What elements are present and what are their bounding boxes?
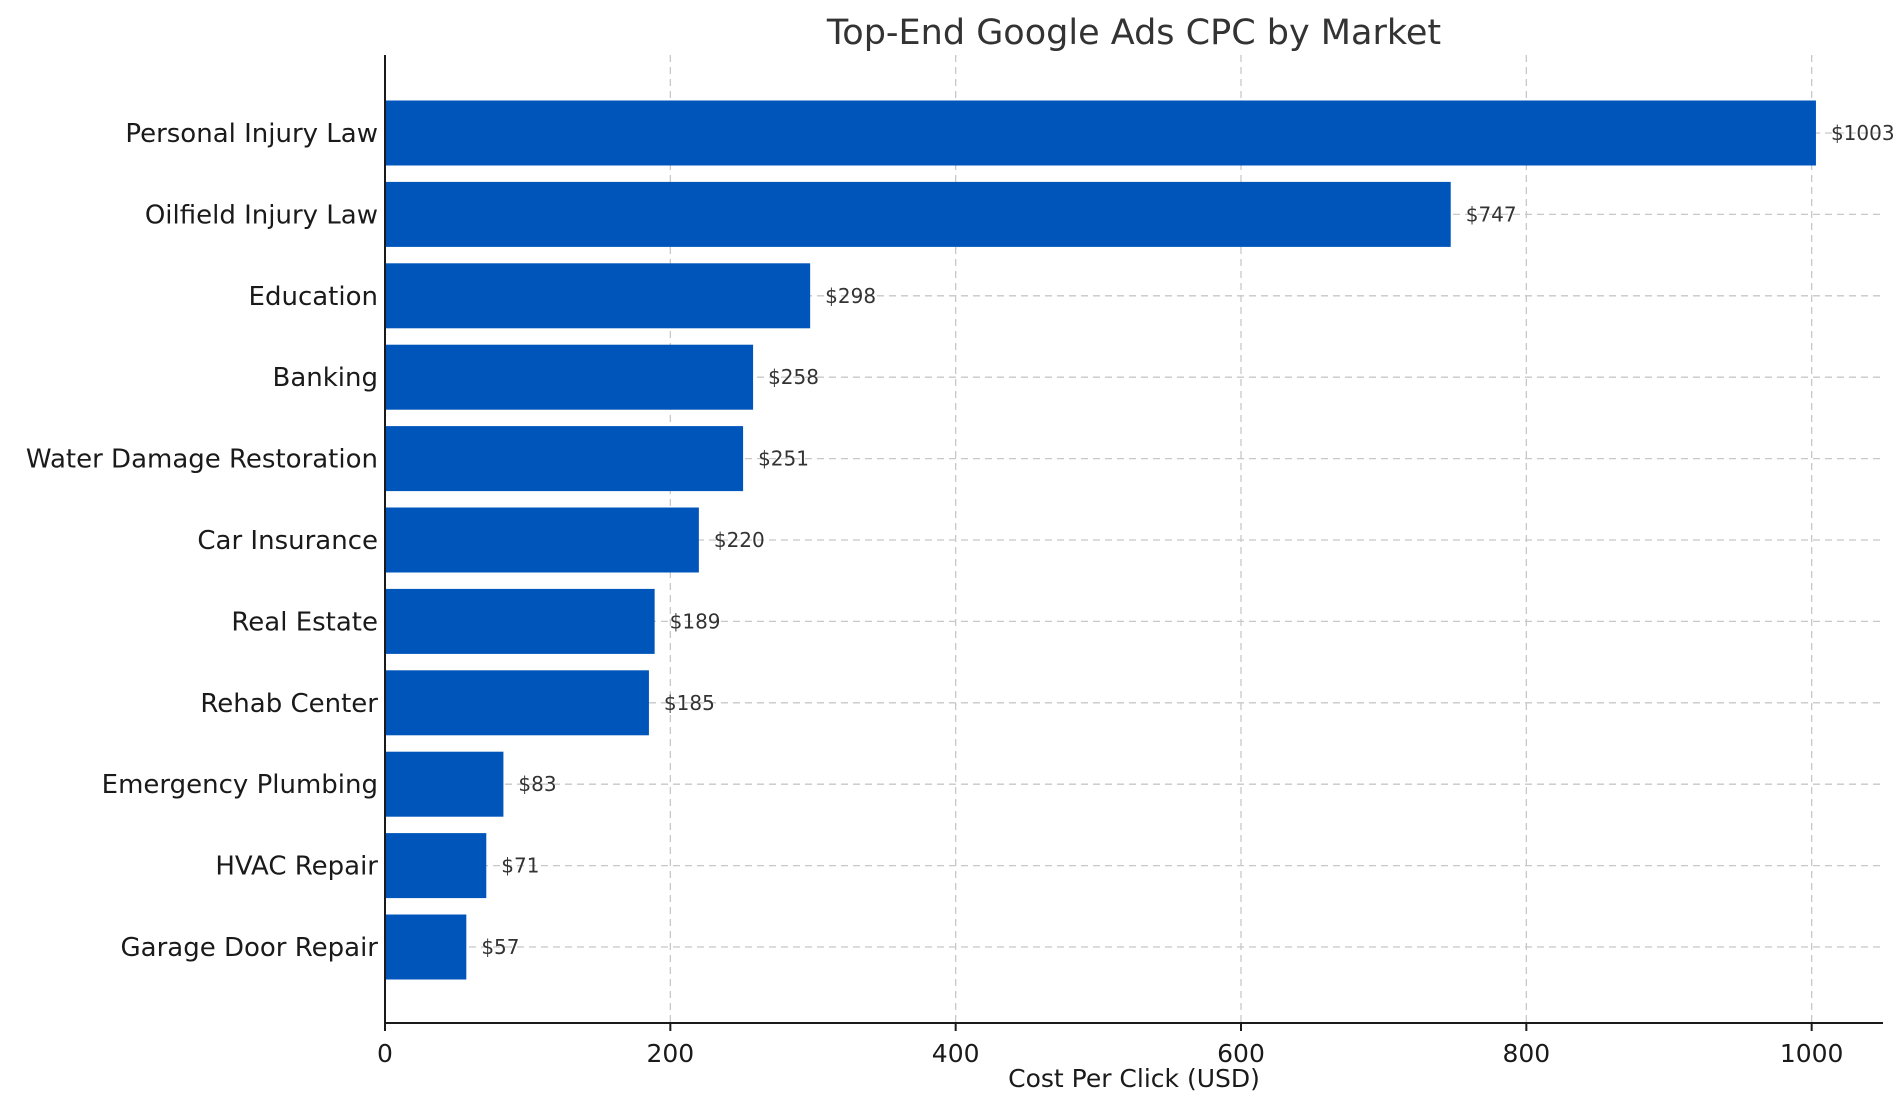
category-label: Emergency Plumbing [102, 770, 378, 800]
category-label: Real Estate [231, 607, 378, 637]
x-tick-label: 400 [932, 1039, 980, 1068]
chart-title: Top-End Google Ads CPC by Market [826, 13, 1441, 53]
category-label: HVAC Repair [215, 852, 378, 882]
data-label: $220 [714, 528, 765, 552]
data-label: $57 [481, 935, 519, 959]
data-label: $1003 [1831, 121, 1895, 145]
category-label: Oilfield Injury Law [145, 200, 378, 230]
category-label: Personal Injury Law [125, 119, 378, 149]
bars [385, 100, 1816, 980]
bar [385, 507, 699, 573]
category-label: Banking [272, 363, 378, 393]
data-label: $83 [518, 772, 556, 796]
data-label: $71 [501, 854, 539, 878]
category-label: Education [249, 282, 378, 312]
x-tick-label: 200 [646, 1039, 694, 1068]
category-label: Garage Door Repair [121, 933, 379, 963]
x-axis-title: Cost Per Click (USD) [1008, 1064, 1260, 1093]
x-ticks: 0 200 400 600 800 1000 [377, 1023, 1843, 1068]
data-label: $298 [825, 284, 876, 308]
data-label: $251 [758, 447, 809, 471]
bar [385, 344, 754, 410]
x-tick-label: 1000 [1780, 1039, 1844, 1068]
bar [385, 100, 1816, 166]
category-label: Car Insurance [197, 526, 378, 556]
bar [385, 833, 487, 899]
bar [385, 181, 1451, 247]
data-labels: $1003 $747 $298 $258 $251 $220 $189 $185 $83 $71 $… [481, 121, 1894, 959]
data-label: $747 [1466, 202, 1517, 226]
x-tick-label: 600 [1217, 1039, 1265, 1068]
bar [385, 751, 504, 817]
category-labels: Personal Injury Law Oilfield Injury Law Ed… [26, 119, 378, 963]
bar [385, 426, 744, 492]
category-label: Water Damage Restoration [26, 445, 378, 475]
data-label: $185 [664, 691, 715, 715]
data-label: $258 [768, 365, 819, 389]
category-label: Rehab Center [200, 689, 378, 719]
x-tick-label: 800 [1502, 1039, 1550, 1068]
bar [385, 914, 467, 980]
data-label: $189 [670, 609, 721, 633]
axes [384, 55, 1883, 1024]
bar [385, 263, 811, 329]
bar [385, 588, 655, 654]
x-tick-label: 0 [377, 1039, 393, 1068]
bar [385, 670, 649, 736]
